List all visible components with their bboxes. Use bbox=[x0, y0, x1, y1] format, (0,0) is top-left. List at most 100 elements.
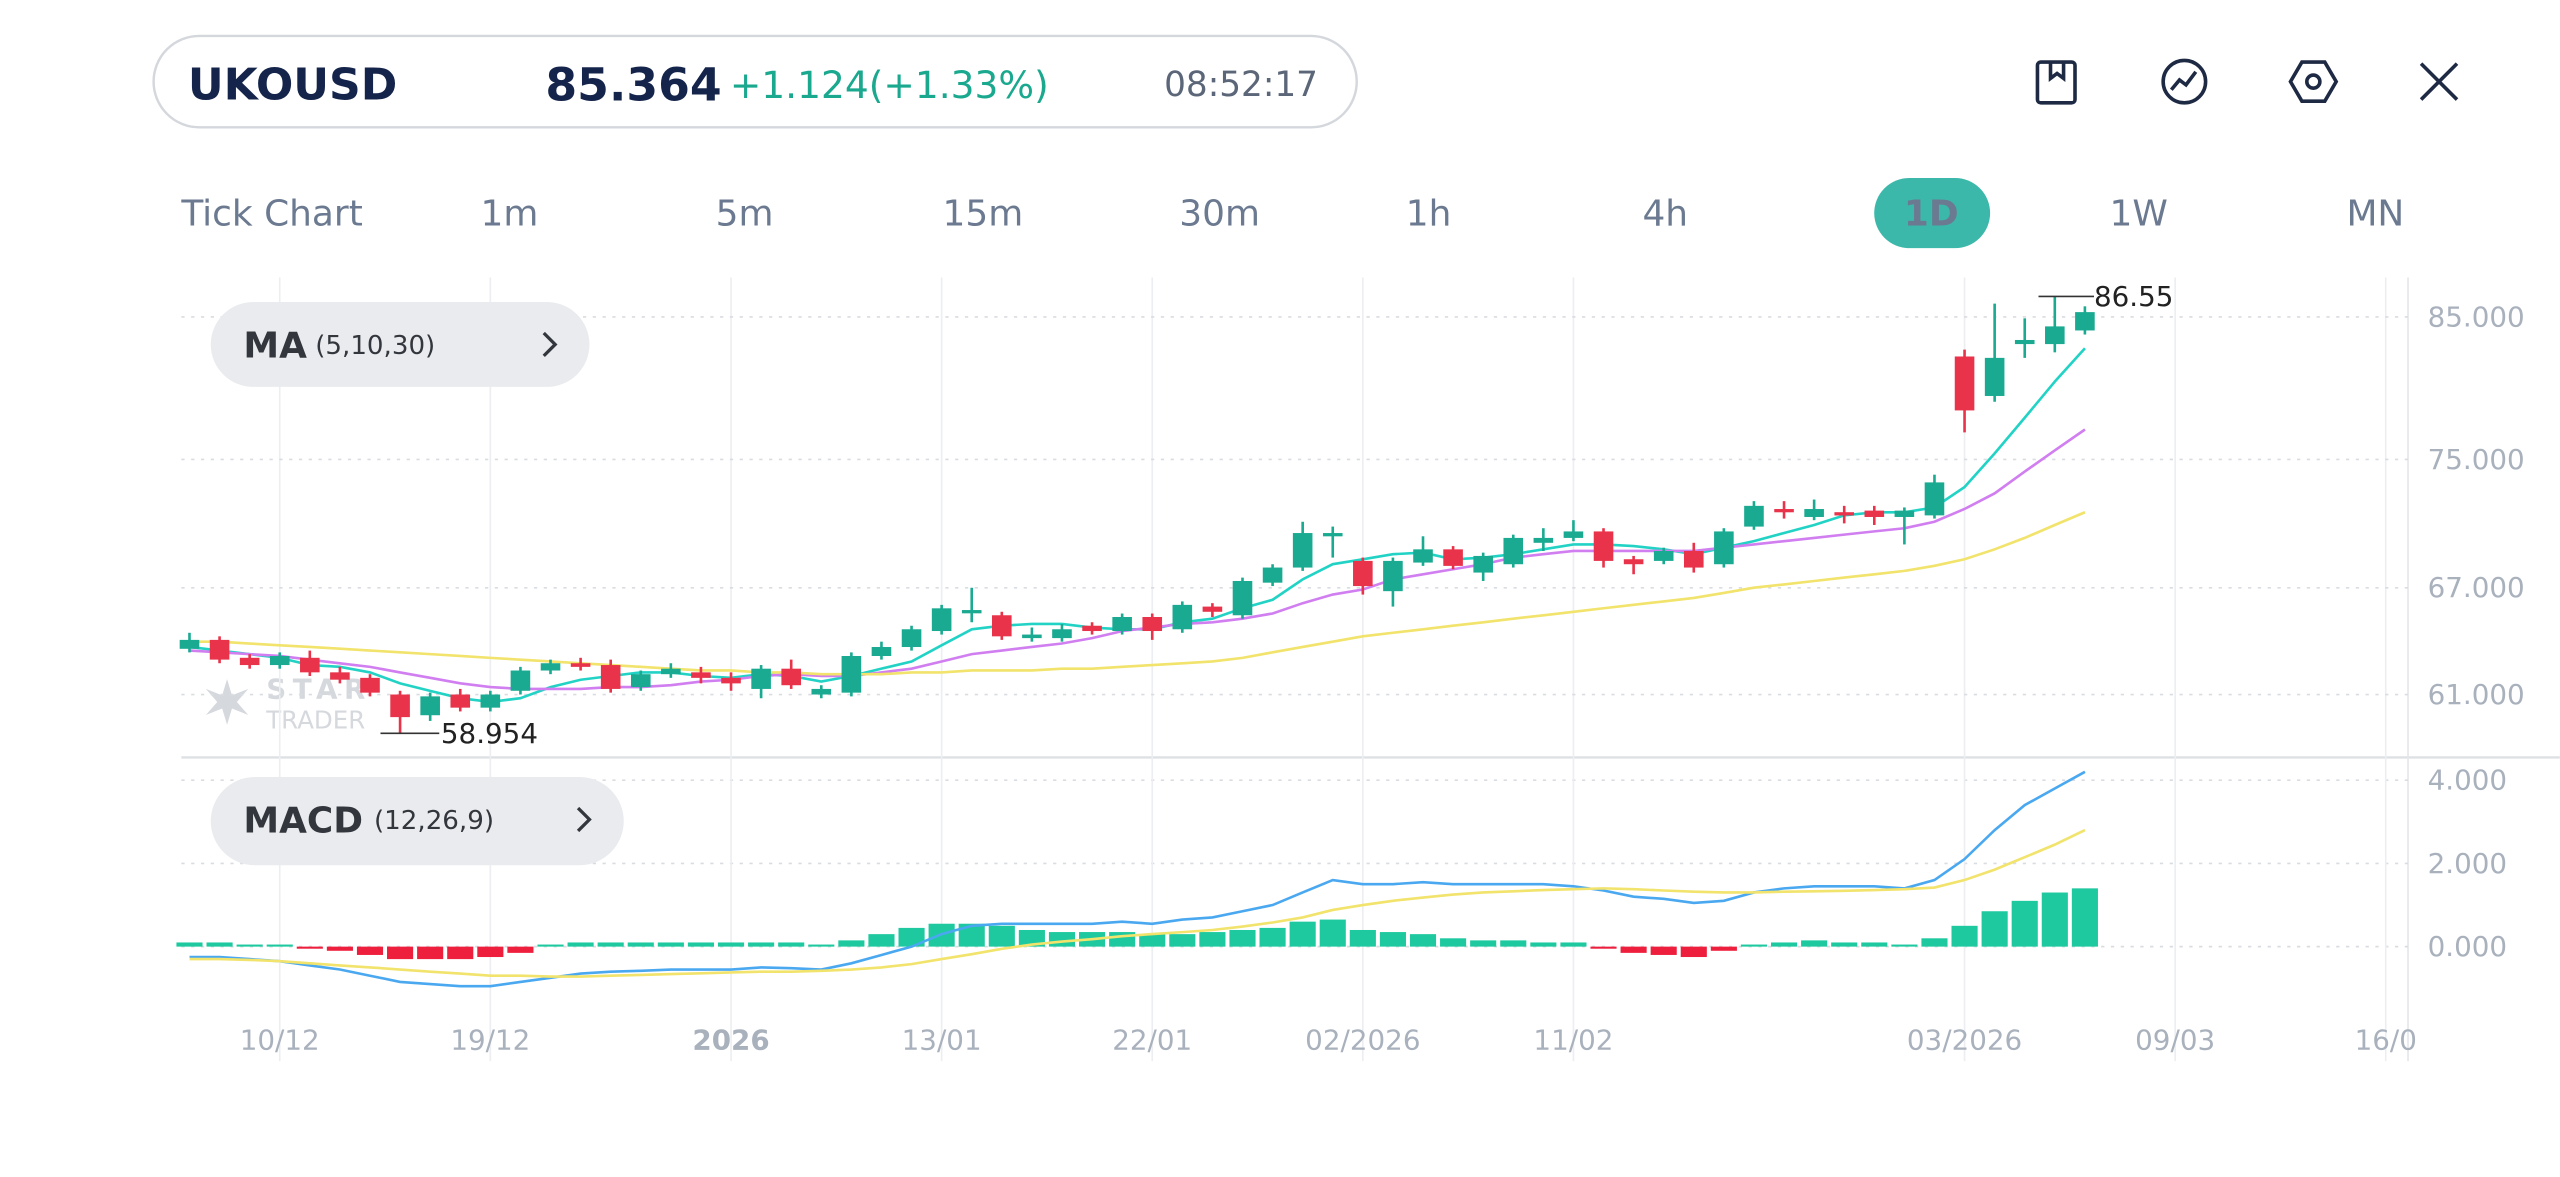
timeframe-tab[interactable]: 1D bbox=[1904, 193, 1959, 234]
histogram-bar bbox=[808, 944, 835, 947]
histogram-bar bbox=[1259, 927, 1286, 947]
y-tick-label: 67.000 bbox=[2428, 571, 2525, 604]
y-tick-label: 85.000 bbox=[2428, 300, 2525, 333]
candle-body bbox=[1262, 567, 1283, 583]
watermark-text: STAR bbox=[266, 672, 372, 705]
symbol: UKOUSD bbox=[188, 59, 397, 110]
histogram-bar bbox=[1319, 919, 1346, 947]
timeframe-tab[interactable]: 4h bbox=[1642, 193, 1688, 234]
x-tick-label: 2026 bbox=[692, 1023, 769, 1056]
histogram-bar bbox=[898, 927, 925, 947]
candle-body bbox=[1864, 510, 1885, 517]
histogram-bar bbox=[1048, 932, 1076, 947]
histogram-bar bbox=[1801, 940, 1828, 947]
indicator-line bbox=[189, 770, 2086, 988]
x-tick-label: 19/12 bbox=[450, 1023, 530, 1056]
histogram-bar bbox=[597, 942, 624, 947]
y-tick-label: 75.000 bbox=[2428, 443, 2525, 476]
histogram-bar bbox=[1440, 938, 1467, 947]
bookmark-icon[interactable] bbox=[2035, 60, 2077, 105]
candle-body bbox=[751, 668, 771, 689]
histogram-bar bbox=[1861, 942, 1888, 947]
candle-body bbox=[1202, 606, 1223, 612]
candle-body bbox=[1443, 549, 1463, 566]
candle-body bbox=[1804, 509, 1824, 517]
indicator-pill[interactable] bbox=[210, 777, 624, 866]
candle-body bbox=[2014, 339, 2035, 345]
candle-body bbox=[330, 672, 350, 680]
active-tab-bg bbox=[1874, 177, 1991, 249]
x-tick-label: 11/02 bbox=[1533, 1023, 1613, 1056]
y-tick-label: 61.000 bbox=[2428, 678, 2525, 711]
watermark-text: TRADER bbox=[265, 705, 365, 734]
candle-body bbox=[480, 694, 501, 708]
indicator-params: (12,26,9) bbox=[374, 806, 494, 836]
toolbar bbox=[2035, 58, 2459, 105]
candle-body bbox=[841, 655, 862, 693]
candle-body bbox=[1022, 634, 1042, 639]
histogram-bar bbox=[1770, 942, 1798, 947]
x-tick-label: 09/03 bbox=[2135, 1023, 2215, 1056]
settings-icon[interactable] bbox=[2288, 60, 2339, 104]
histogram-bar bbox=[657, 942, 684, 947]
high-marker-label: 86.55 bbox=[2094, 280, 2173, 313]
quote-box bbox=[152, 34, 1358, 129]
histogram-bar bbox=[356, 946, 384, 955]
histogram-bar bbox=[778, 942, 805, 947]
candle-body bbox=[901, 629, 922, 648]
candle-body bbox=[871, 647, 892, 656]
histogram-bar bbox=[387, 946, 414, 960]
indicator-pill[interactable] bbox=[210, 302, 590, 387]
histogram-bar bbox=[748, 942, 775, 947]
timeframe-tab[interactable]: 5m bbox=[716, 193, 774, 234]
histogram-bar bbox=[958, 923, 985, 947]
timeframe-tab[interactable]: Tick Chart bbox=[180, 193, 362, 234]
timeframe-tab[interactable]: 1h bbox=[1406, 193, 1452, 234]
candle-body bbox=[1383, 560, 1403, 592]
close-icon[interactable] bbox=[2419, 62, 2459, 101]
timeframe-tab[interactable]: 1W bbox=[2109, 193, 2167, 234]
timeframe-tab[interactable]: 15m bbox=[943, 193, 1024, 234]
histogram-bar bbox=[1018, 929, 1045, 947]
candle-body bbox=[239, 657, 260, 666]
candle-body bbox=[1744, 505, 1764, 527]
candle-body bbox=[1503, 537, 1524, 565]
candle-body bbox=[1413, 549, 1433, 563]
ma-pill[interactable]: MA (5,10,30) bbox=[210, 302, 590, 387]
histogram-bar bbox=[1229, 929, 1256, 947]
timeframe-tab[interactable]: 30m bbox=[1179, 193, 1260, 234]
histogram-bar bbox=[1470, 940, 1497, 947]
histogram-bar bbox=[687, 942, 715, 947]
candle-body bbox=[1142, 617, 1163, 632]
histogram-bar bbox=[1199, 932, 1226, 947]
x-tick-label: 03/2026 bbox=[1907, 1023, 2022, 1056]
histogram-bar bbox=[1951, 925, 1978, 947]
candle-body bbox=[931, 608, 952, 632]
x-tick-label: 16/0 bbox=[2355, 1023, 2417, 1056]
candle-body bbox=[2075, 312, 2095, 331]
candle-body bbox=[1774, 509, 1794, 513]
candle-body bbox=[1683, 550, 1704, 568]
candle-body bbox=[1172, 604, 1193, 630]
timeframe-tab[interactable]: 1m bbox=[481, 193, 539, 234]
candle-body bbox=[600, 665, 621, 689]
price: 85.364 bbox=[545, 58, 721, 111]
histogram-bar bbox=[296, 946, 323, 949]
y-tick-label: 0.000 bbox=[2428, 930, 2507, 963]
y-tick-label: 2.000 bbox=[2428, 847, 2507, 880]
candle-body bbox=[300, 657, 320, 673]
candle-body bbox=[630, 674, 651, 688]
histogram-bar bbox=[507, 946, 534, 953]
candle-body bbox=[269, 655, 290, 666]
indicator-params: (5,10,30) bbox=[315, 331, 435, 361]
indicator-icon[interactable] bbox=[2161, 58, 2208, 105]
histogram-bar bbox=[1409, 934, 1437, 947]
candle-body bbox=[781, 668, 801, 686]
candle-body bbox=[2045, 326, 2065, 345]
candle-body bbox=[1473, 555, 1493, 573]
candle-body bbox=[1322, 533, 1343, 537]
timeframe-tab[interactable]: MN bbox=[2346, 193, 2404, 234]
histogram-bar bbox=[1891, 944, 1918, 947]
macd-pill[interactable]: MACD (12,26,9) bbox=[210, 777, 624, 866]
time: 08:52:17 bbox=[1164, 65, 1318, 105]
